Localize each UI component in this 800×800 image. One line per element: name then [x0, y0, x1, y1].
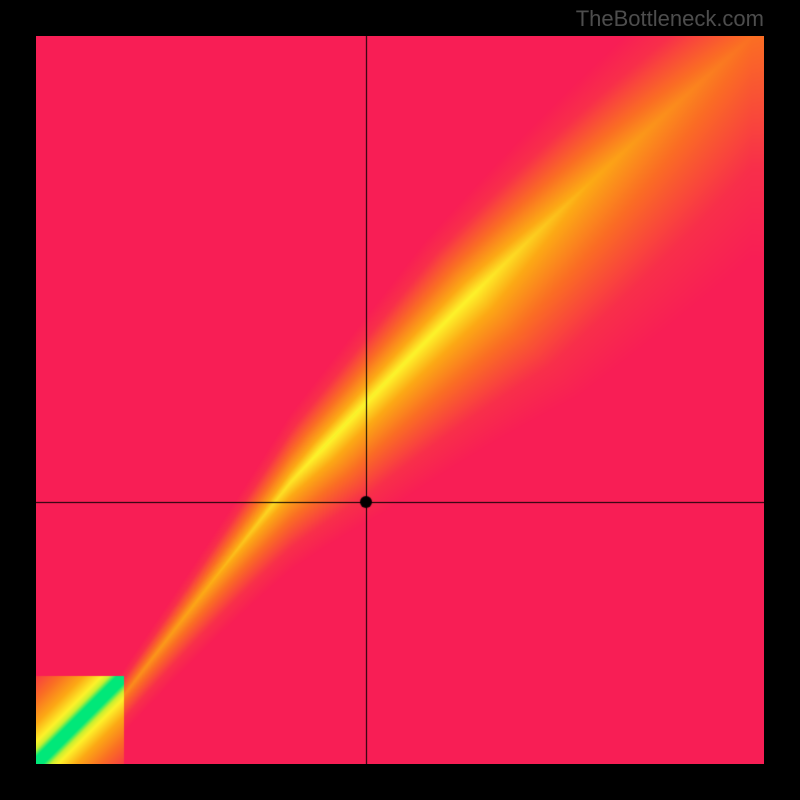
heatmap-canvas	[36, 36, 764, 764]
watermark-text: TheBottleneck.com	[576, 6, 764, 32]
heatmap-plot	[36, 36, 764, 764]
